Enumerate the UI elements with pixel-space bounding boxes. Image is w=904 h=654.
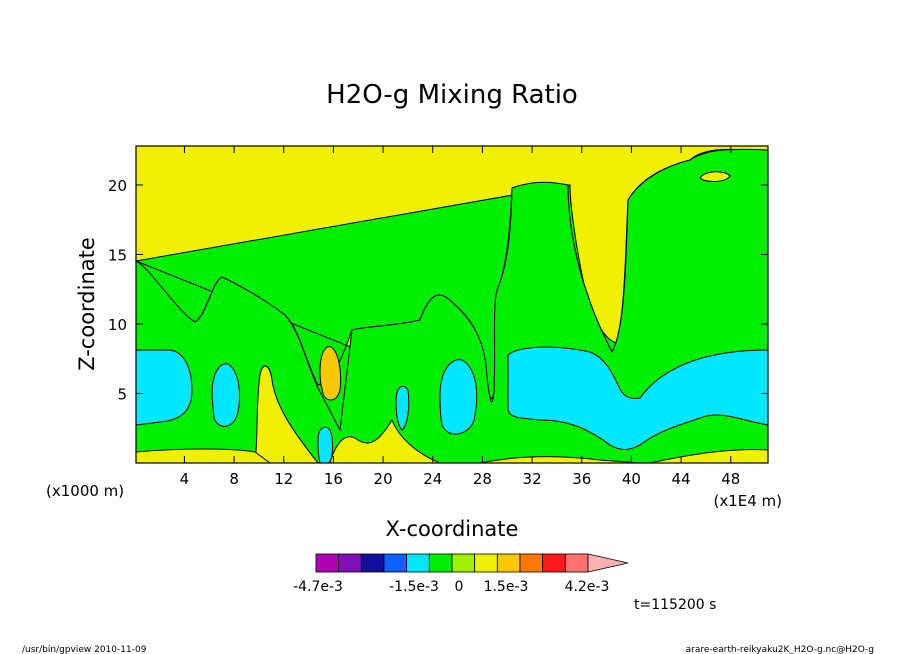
colorbar-label-1: -1.5e-3 [389,579,439,595]
y-tick-label: 20 [108,177,127,195]
x-tick-label: 36 [572,470,591,488]
colorbar-box [383,553,408,573]
plot-area [134,146,769,464]
y-tick-label: 5 [117,385,127,403]
x-tick-label: 44 [672,470,691,488]
chart-title: H2O-g Mixing Ratio [326,80,578,110]
x-tick-label: 20 [374,470,393,488]
colorbar-box [474,553,498,573]
x-tick-label: 24 [423,470,442,488]
x-tick-label: 12 [274,470,293,488]
colorbar-box [564,553,589,573]
colorbar-box [360,553,385,573]
colorbar-label-4: 4.2e-3 [565,579,610,595]
colorbar-box [315,553,340,573]
x-tick-label: 16 [324,470,343,488]
colorbar-box [542,553,566,573]
contour-fill-orange [319,346,342,401]
colorbar-label-3: 1.5e-3 [484,579,529,595]
footer-left: /usr/bin/gpview 2010-11-09 [22,645,147,654]
footer-right: arare-earth-reikyaku2K_H2O-g.nc@H2O-g [686,645,874,654]
x-tick-label: 40 [622,470,641,488]
y-axis: 5 10 15 20 [108,177,768,403]
x-tick-label: 28 [473,470,492,488]
plot-frame [135,145,769,464]
colorbar-label-0: -4.7e-3 [293,579,343,595]
x-unit-note: (x1E4 m) [713,492,782,510]
colorbar-box [496,553,521,573]
time-label: t=115200 s [634,597,716,613]
contour-fill-yellow-patch-2 [329,418,441,464]
x-axis-label: X-coordinate [386,517,519,541]
contour-fill-cyan-left [135,349,193,426]
colorbar-extend-arrow [587,553,629,573]
x-tick-label: 8 [229,470,239,488]
contour-fill-cyan-right [507,346,769,450]
colorbar-box [338,553,362,573]
y-tick-label: 15 [108,246,127,264]
colorbar-label-2: 0 [455,579,464,595]
colorbar-box [519,553,544,573]
colorbar-box [451,553,476,573]
colorbar-box [428,553,453,573]
contour-fill-cyan-4 [395,385,410,431]
contour-fill-cyan-5 [439,359,478,435]
contour-fill-cyan-3 [317,426,333,464]
x-axis: 4 8 12 16 20 24 28 32 36 40 44 48 [180,146,740,488]
contour-fill-yellow-patch-3 [699,171,731,182]
colorbar-box [406,553,430,573]
y-axis-label: Z-coordinate [75,237,99,371]
contour-fill-cyan-2 [211,363,241,427]
x-tick-label: 48 [721,470,740,488]
x-tick-label: 4 [180,470,190,488]
colorbar [315,553,629,573]
y-tick-label: 10 [108,316,127,334]
contour-fill-yellow-patch-1 [254,365,320,464]
x-tick-label: 32 [523,470,542,488]
y-unit-note: (x1000 m) [46,482,124,500]
